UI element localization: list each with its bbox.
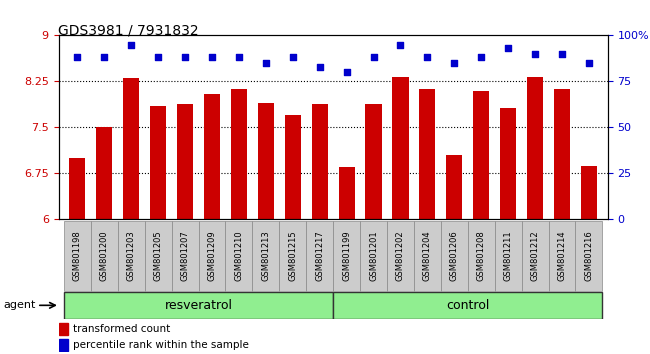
Text: GSM801209: GSM801209 <box>207 230 216 281</box>
Text: GSM801207: GSM801207 <box>181 230 190 281</box>
FancyBboxPatch shape <box>198 221 226 291</box>
FancyBboxPatch shape <box>306 221 333 291</box>
FancyBboxPatch shape <box>360 221 387 291</box>
FancyBboxPatch shape <box>468 221 495 291</box>
FancyBboxPatch shape <box>414 221 441 291</box>
Bar <box>258 103 274 219</box>
Text: GSM801201: GSM801201 <box>369 230 378 281</box>
Bar <box>58 338 68 350</box>
Text: percentile rank within the sample: percentile rank within the sample <box>73 339 248 350</box>
Text: GSM801217: GSM801217 <box>315 230 324 281</box>
FancyBboxPatch shape <box>495 221 521 291</box>
Text: GSM801216: GSM801216 <box>584 230 593 281</box>
Point <box>341 69 352 75</box>
Text: resveratrol: resveratrol <box>164 299 233 312</box>
Point <box>207 55 217 60</box>
Point <box>584 60 594 66</box>
Point <box>395 42 406 47</box>
Bar <box>96 127 112 219</box>
Point <box>153 55 163 60</box>
Point <box>72 55 83 60</box>
Point <box>449 60 460 66</box>
Bar <box>339 167 355 219</box>
Bar <box>123 78 139 219</box>
Bar <box>473 91 489 219</box>
FancyBboxPatch shape <box>575 221 603 291</box>
Point <box>180 55 190 60</box>
Bar <box>365 104 382 219</box>
Point <box>530 51 540 57</box>
Bar <box>150 106 166 219</box>
Point <box>261 60 271 66</box>
Point <box>369 55 379 60</box>
Text: GSM801205: GSM801205 <box>153 230 162 281</box>
Bar <box>177 104 193 219</box>
Bar <box>527 77 543 219</box>
Bar <box>446 155 462 219</box>
Text: GSM801212: GSM801212 <box>530 230 540 281</box>
Point <box>315 64 325 69</box>
FancyBboxPatch shape <box>387 221 414 291</box>
Text: GSM801210: GSM801210 <box>235 230 243 281</box>
Point <box>287 55 298 60</box>
Bar <box>419 90 436 219</box>
Point <box>126 42 136 47</box>
Bar <box>393 77 408 219</box>
FancyBboxPatch shape <box>441 221 468 291</box>
Bar <box>285 115 301 219</box>
FancyBboxPatch shape <box>64 221 91 291</box>
FancyBboxPatch shape <box>118 221 145 291</box>
FancyBboxPatch shape <box>252 221 280 291</box>
Text: GSM801215: GSM801215 <box>288 230 297 281</box>
Text: GSM801203: GSM801203 <box>127 230 136 281</box>
Text: GSM801206: GSM801206 <box>450 230 459 281</box>
Text: agent: agent <box>3 300 36 310</box>
FancyBboxPatch shape <box>549 221 575 291</box>
Text: GSM801211: GSM801211 <box>504 230 513 281</box>
FancyBboxPatch shape <box>521 221 549 291</box>
Text: GDS3981 / 7931832: GDS3981 / 7931832 <box>58 23 199 37</box>
Point <box>503 45 514 51</box>
FancyBboxPatch shape <box>172 221 198 291</box>
FancyBboxPatch shape <box>333 292 603 319</box>
Text: GSM801204: GSM801204 <box>423 230 432 281</box>
Bar <box>311 104 328 219</box>
Bar <box>554 90 570 219</box>
FancyBboxPatch shape <box>91 221 118 291</box>
FancyBboxPatch shape <box>280 221 306 291</box>
FancyBboxPatch shape <box>64 292 333 319</box>
FancyBboxPatch shape <box>333 221 360 291</box>
Point <box>476 55 486 60</box>
Bar <box>58 322 68 335</box>
Bar <box>70 158 85 219</box>
Text: GSM801214: GSM801214 <box>558 230 567 281</box>
Bar <box>231 90 247 219</box>
FancyBboxPatch shape <box>145 221 172 291</box>
FancyBboxPatch shape <box>226 221 252 291</box>
Text: GSM801199: GSM801199 <box>342 230 351 281</box>
Text: GSM801200: GSM801200 <box>99 230 109 281</box>
Text: GSM801198: GSM801198 <box>73 230 82 281</box>
Point <box>99 55 109 60</box>
Text: GSM801208: GSM801208 <box>476 230 486 281</box>
Text: GSM801202: GSM801202 <box>396 230 405 281</box>
Point <box>557 51 567 57</box>
Text: GSM801213: GSM801213 <box>261 230 270 281</box>
Point <box>234 55 244 60</box>
Point <box>422 55 432 60</box>
Text: control: control <box>446 299 489 312</box>
Bar <box>204 94 220 219</box>
Bar <box>581 166 597 219</box>
Bar <box>500 108 516 219</box>
Text: transformed count: transformed count <box>73 324 170 334</box>
